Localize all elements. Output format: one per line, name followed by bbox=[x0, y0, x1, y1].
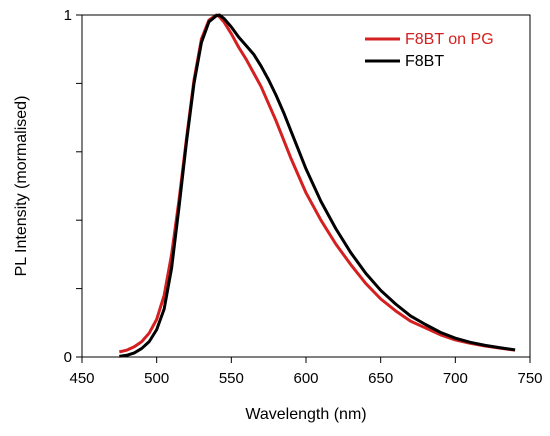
legend-label: F8BT on PG bbox=[405, 31, 494, 48]
x-axis-title: Wavelength (nm) bbox=[245, 406, 366, 423]
x-tick-label: 550 bbox=[219, 370, 244, 387]
y-tick-label: 0 bbox=[64, 349, 72, 366]
x-tick-label: 700 bbox=[443, 370, 468, 387]
series-line-0 bbox=[118, 13, 516, 354]
series-layer bbox=[118, 13, 516, 358]
legend-label: F8BT bbox=[405, 53, 444, 70]
ticks-layer: 450 500 550 600 650 700 750 0 1 bbox=[64, 7, 543, 387]
plot-frame bbox=[81, 14, 531, 358]
x-tick-label: 650 bbox=[368, 370, 393, 387]
x-tick-label: 600 bbox=[293, 370, 318, 387]
legend: F8BT on PG F8BT bbox=[365, 31, 494, 70]
x-tick-label: 750 bbox=[517, 370, 542, 387]
series-line-1 bbox=[119, 13, 516, 358]
y-axis-title: PL Intensity (mormalised) bbox=[13, 96, 30, 277]
x-tick-label: 450 bbox=[69, 370, 94, 387]
y-tick-label: 1 bbox=[64, 7, 72, 24]
x-tick-label: 500 bbox=[144, 370, 169, 387]
